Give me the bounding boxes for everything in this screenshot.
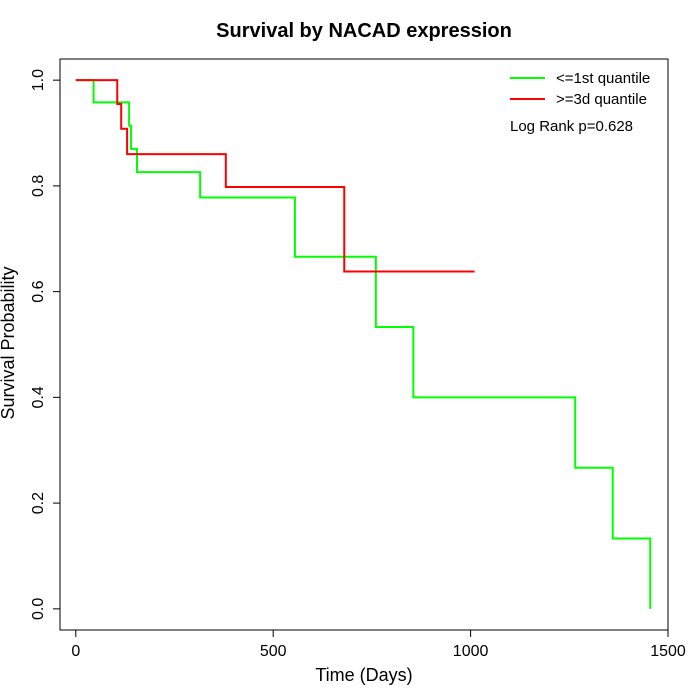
survival-curve-low	[75, 79, 652, 609]
legend-label-high: >=3d quantile	[556, 91, 647, 108]
x-tick-label: 1000	[453, 643, 489, 660]
y-tick-label: 0.8	[30, 175, 47, 197]
y-tick-label: 0.6	[30, 280, 47, 302]
y-tick-label: 1.0	[30, 69, 47, 91]
y-tick-label: 0.2	[30, 492, 47, 514]
plot-frame	[59, 58, 669, 631]
y-tick-label: 0.0	[30, 598, 47, 620]
y-axis: 0.0 0.2 0.4 0.6 0.8 1.0	[30, 69, 61, 620]
legend-label-low: <=1st quantile	[556, 70, 650, 87]
x-tick-label: 500	[260, 643, 287, 660]
legend: <=1st quantile >=3d quantile	[510, 70, 650, 108]
y-tick-label: 0.4	[30, 386, 47, 408]
survival-curve-high	[75, 79, 475, 273]
y-axis-label: Survival Probability	[0, 266, 18, 419]
x-tick-label: 0	[71, 643, 80, 660]
x-tick-label: 1500	[650, 643, 686, 660]
x-axis-label: Time (Days)	[315, 665, 412, 685]
series-layer	[75, 79, 652, 609]
chart-title: Survival by NACAD expression	[216, 20, 512, 42]
x-axis: 0 500 1000 1500	[71, 629, 686, 660]
log-rank-annotation: Log Rank p=0.628	[510, 118, 633, 135]
